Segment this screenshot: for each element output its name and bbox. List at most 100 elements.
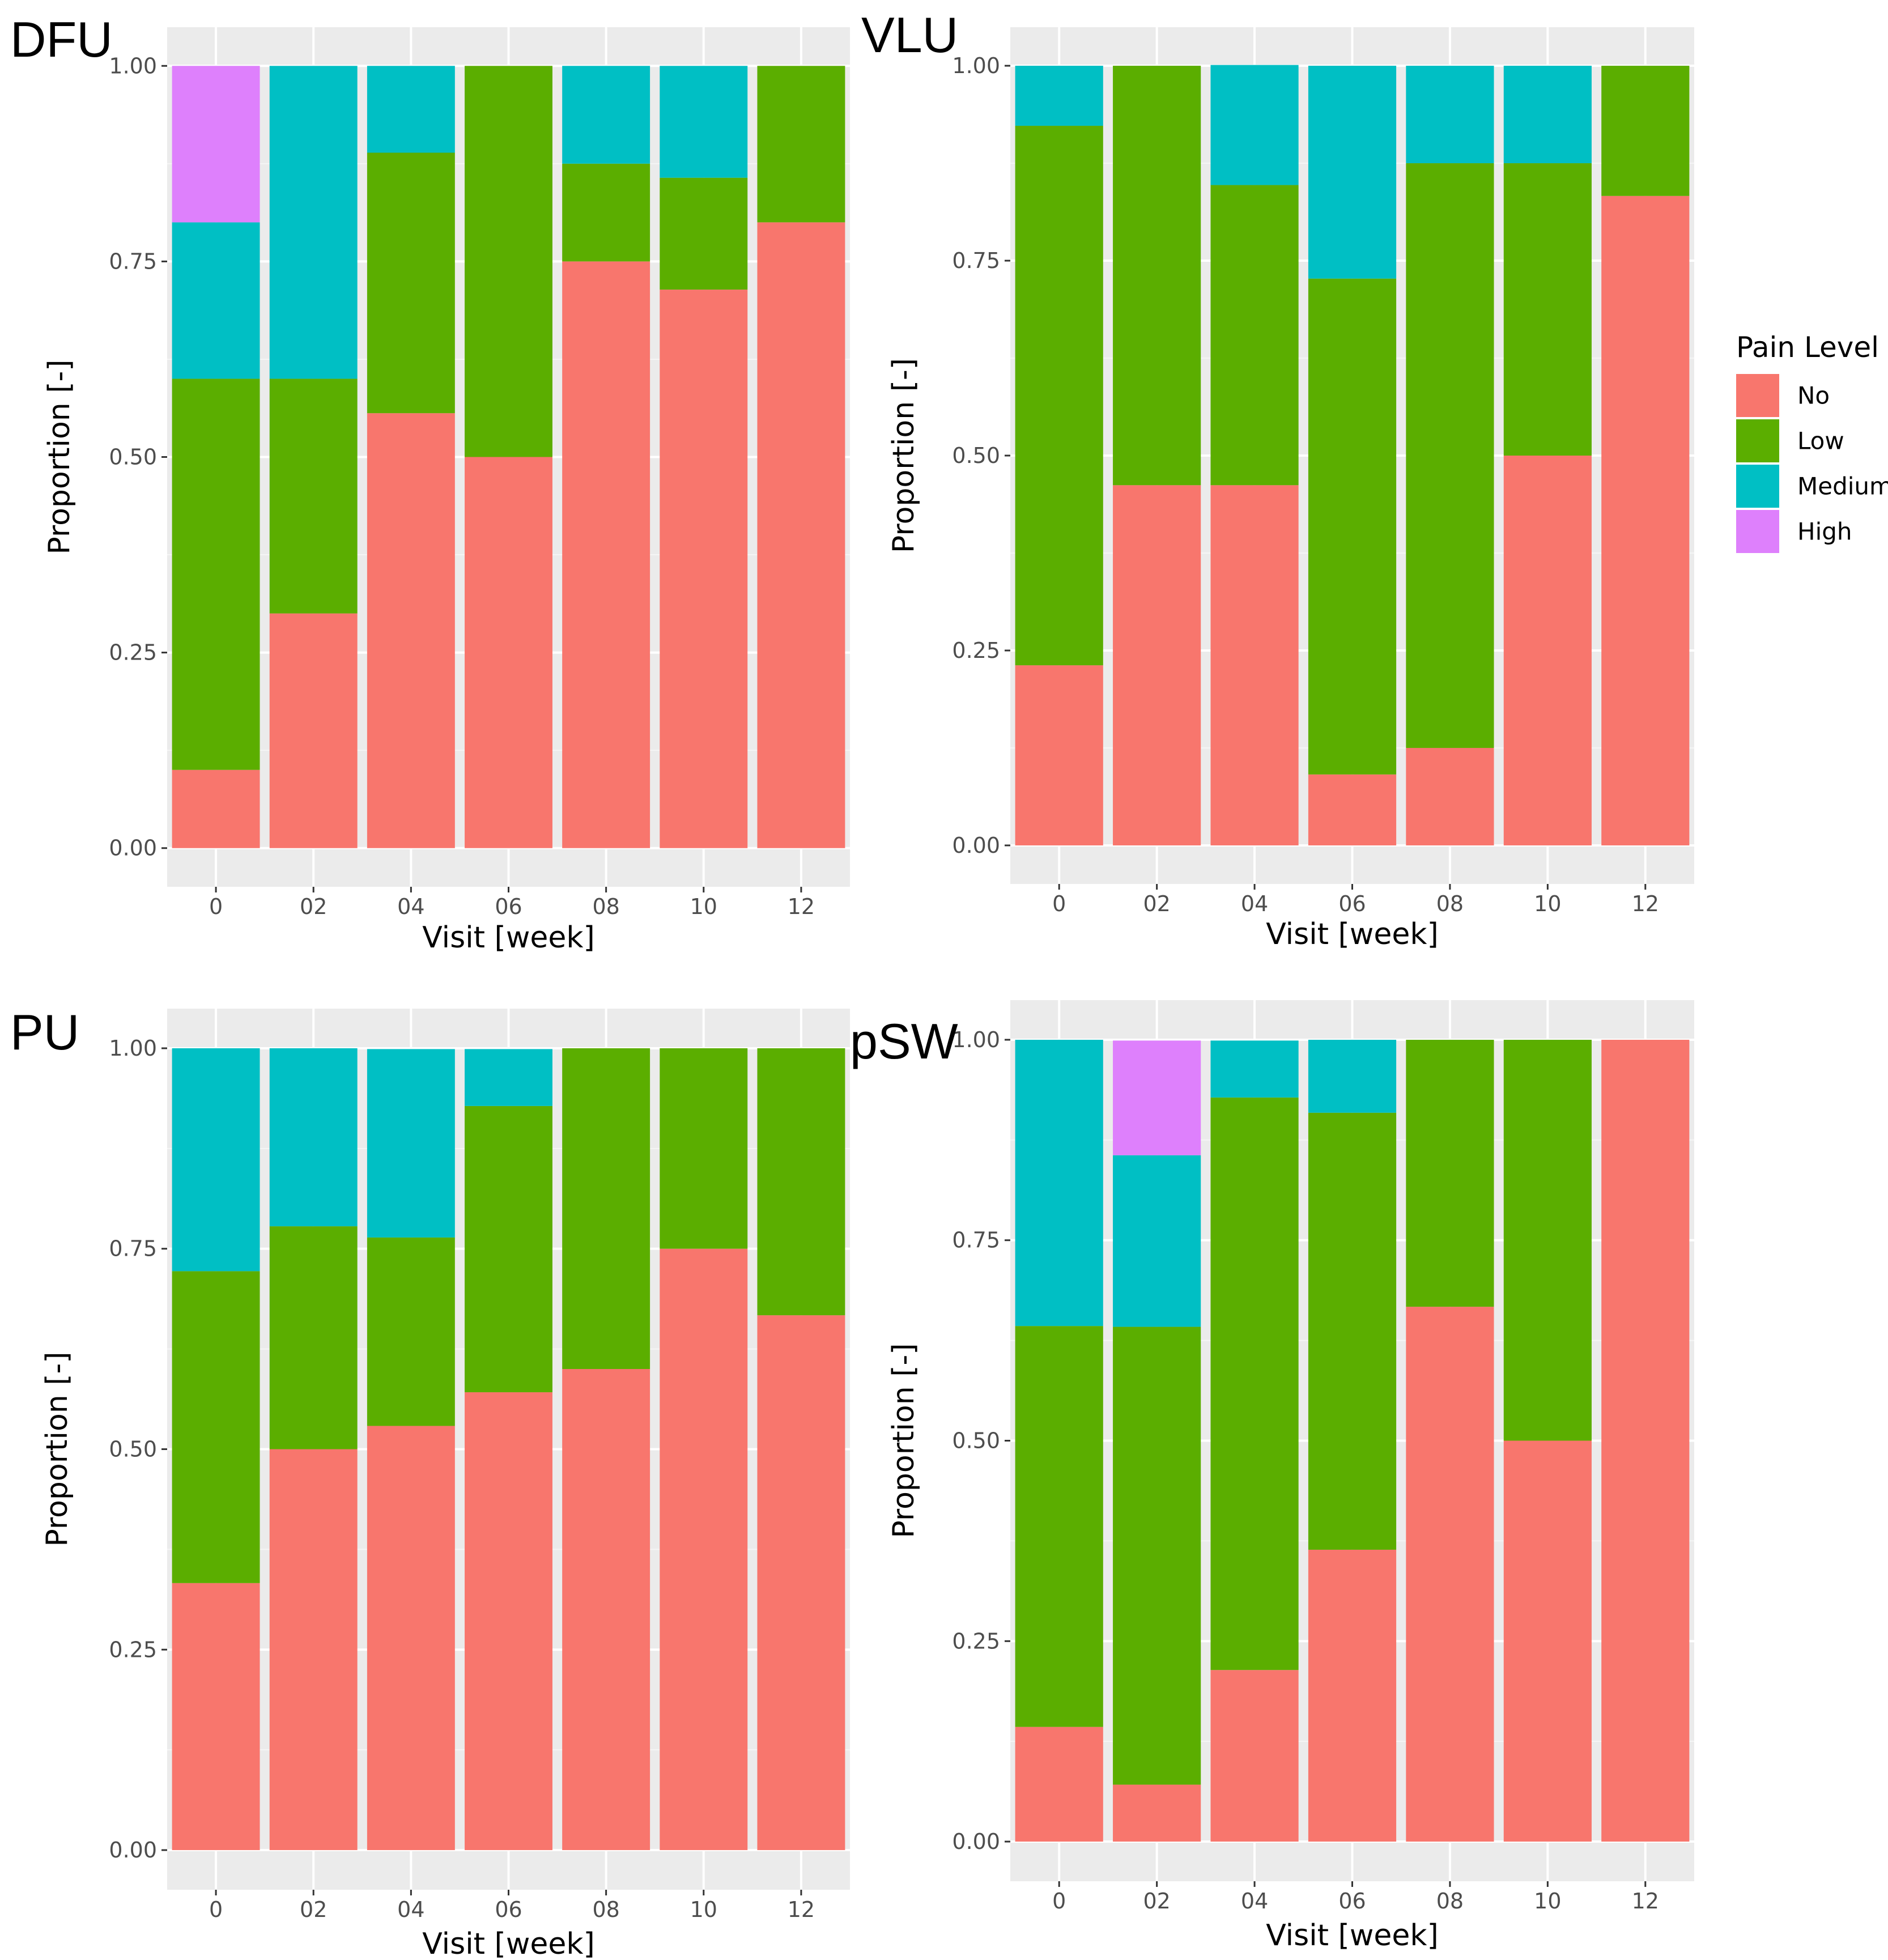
chart-1-y-tick-label: 0.50: [952, 443, 1000, 468]
chart-1-bar-low-0: [1015, 125, 1103, 666]
chart-3-bar-low-0: [1015, 1326, 1103, 1727]
chart-0: 0.00 0.25 0.50 0.75 1.00 0 02 04 06 08 10 12 Visit […: [10, 11, 850, 955]
chart-1-bar-no-12: [1601, 195, 1690, 845]
chart-0-bar-low-0: [172, 379, 260, 770]
chart-2-bar-no-12: [757, 1315, 845, 1851]
chart-2-y-tick-label: 0.50: [109, 1437, 157, 1462]
chart-0-panel-title: DFU: [10, 11, 113, 67]
chart-3-bar-no-06: [1308, 1549, 1397, 1842]
chart-1-bar-low-10: [1503, 163, 1592, 456]
chart-3-x-tick-label: 04: [1241, 1889, 1268, 1914]
chart-2-x-axis-title: Visit [week]: [422, 1927, 595, 1960]
chart-2: 0.00 0.25 0.50 0.75 1.00 0 02 04 06 08 10 12 Visit […: [10, 1004, 850, 1960]
legend: Pain Level No Low Medium High: [1736, 331, 1888, 553]
chart-3-bar-high-02: [1113, 1040, 1201, 1155]
chart-2-x-tick-label: 0: [209, 1897, 223, 1922]
chart-0-bar-low-06: [465, 66, 552, 457]
chart-2-bar-medium-04: [367, 1049, 455, 1238]
legend-swatch-low: [1736, 419, 1779, 462]
chart-3-bar-no-02: [1113, 1784, 1201, 1842]
chart-2-y-tick-label: 1.00: [109, 1036, 157, 1061]
chart-1-y-axis-title: Proportion [-]: [887, 358, 921, 553]
chart-2-bar-no-10: [660, 1248, 748, 1851]
chart-2-bar-low-12: [757, 1048, 845, 1316]
chart-2-panel-title: PU: [10, 1004, 79, 1060]
chart-1-bar-medium-10: [1503, 66, 1592, 164]
chart-0-bar-medium-04: [367, 66, 455, 153]
chart-0-bar-no-08: [562, 261, 650, 848]
chart-3-x-tick-label: 08: [1436, 1889, 1464, 1914]
chart-2-bar-no-06: [465, 1392, 552, 1851]
chart-1-bar-low-08: [1406, 163, 1494, 748]
chart-3-x-tick-label: 02: [1143, 1889, 1170, 1914]
chart-1-x-axis-title: Visit [week]: [1266, 917, 1439, 951]
chart-0-bar-no-04: [367, 413, 455, 848]
chart-1-bar-low-12: [1601, 66, 1690, 196]
chart-3-bar-no-04: [1210, 1670, 1299, 1842]
chart-2-bar-low-0: [172, 1271, 260, 1583]
chart-2-y-axis-title: Proportion [-]: [40, 1351, 74, 1546]
chart-0-bar-no-06: [465, 457, 552, 848]
chart-2-bar-no-08: [562, 1368, 650, 1851]
chart-2-bar-low-08: [562, 1048, 650, 1369]
chart-0-bar-low-04: [367, 152, 455, 414]
chart-0-bar-low-02: [269, 379, 358, 614]
chart-1-bar-low-02: [1113, 66, 1201, 486]
chart-0-x-tick-label: 02: [300, 894, 327, 919]
chart-1-bar-no-06: [1308, 774, 1397, 845]
chart-0-y-tick-label: 0.00: [109, 836, 157, 861]
chart-3-bar-no-10: [1503, 1440, 1592, 1842]
chart-0-bar-low-08: [562, 163, 650, 262]
chart-1-x-tick-label: 12: [1632, 891, 1659, 916]
chart-3-bar-no-08: [1406, 1307, 1494, 1842]
chart-0-bar-no-12: [757, 222, 845, 848]
chart-0-x-axis-title: Visit [week]: [422, 921, 595, 955]
chart-0-bar-no-0: [172, 769, 260, 848]
chart-2-bar-low-10: [660, 1048, 748, 1249]
chart-3-bar-low-10: [1503, 1039, 1592, 1441]
chart-0-bar-no-02: [269, 613, 358, 848]
chart-3-x-axis-title: Visit [week]: [1266, 1919, 1439, 1953]
chart-2-bar-no-02: [269, 1449, 358, 1851]
chart-3: 0.00 0.25 0.50 0.75 1.00 0 02 04 06 08 10 12 Visit […: [850, 1000, 1694, 1953]
chart-3-x-tick-label: 06: [1338, 1889, 1366, 1914]
chart-3-x-tick-label: 0: [1052, 1889, 1066, 1914]
chart-3-bar-medium-06: [1308, 1039, 1397, 1113]
chart-1-x-tick-label: 0: [1052, 891, 1066, 916]
chart-0-x-tick-label: 04: [397, 894, 424, 919]
chart-2-x-tick-label: 08: [592, 1897, 619, 1922]
chart-2-bar-medium-06: [465, 1049, 552, 1106]
chart-3-bar-no-12: [1601, 1039, 1690, 1842]
chart-0-y-tick-label: 0.75: [109, 249, 157, 274]
chart-2-y-tick-label: 0.00: [109, 1838, 157, 1863]
chart-1-panel-title: VLU: [861, 7, 958, 63]
chart-1-x-tick-label: 10: [1534, 891, 1561, 916]
legend-label-low: Low: [1797, 427, 1844, 455]
chart-1-bar-low-06: [1308, 278, 1397, 775]
chart-1-bar-no-10: [1503, 456, 1592, 845]
chart-3-bar-low-04: [1210, 1097, 1299, 1670]
chart-0-x-tick-label: 06: [495, 894, 522, 919]
chart-0-x-tick-label: 12: [788, 894, 815, 919]
chart-3-bar-medium-02: [1113, 1155, 1201, 1327]
chart-2-x-tick-label: 10: [690, 1897, 717, 1922]
chart-1-bar-medium-08: [1406, 66, 1494, 164]
chart-0-bar-medium-02: [269, 66, 358, 379]
chart-1-x-tick-label: 06: [1338, 891, 1366, 916]
chart-1-bar-medium-06: [1308, 66, 1397, 279]
chart-3-y-tick-label: 0.50: [952, 1428, 1000, 1453]
legend-label-high: High: [1797, 518, 1852, 546]
chart-2-y-tick-label: 0.75: [109, 1236, 157, 1261]
chart-1-bar-no-0: [1015, 665, 1103, 845]
chart-3-panel-title: pSW: [850, 1013, 958, 1069]
chart-0-x-tick-label: 0: [209, 894, 223, 919]
chart-1: 0.00 0.25 0.50 0.75 1.00 0 02 04 06 08 10 12 Visit […: [861, 7, 1694, 951]
chart-3-bar-low-08: [1406, 1039, 1494, 1307]
chart-2-bar-no-0: [172, 1583, 260, 1851]
chart-2-x-tick-label: 04: [397, 1897, 424, 1922]
chart-3-bar-low-06: [1308, 1112, 1397, 1550]
chart-2-bar-medium-0: [172, 1048, 260, 1272]
chart-0-x-tick-label: 10: [690, 894, 717, 919]
chart-1-bar-medium-0: [1015, 66, 1103, 126]
